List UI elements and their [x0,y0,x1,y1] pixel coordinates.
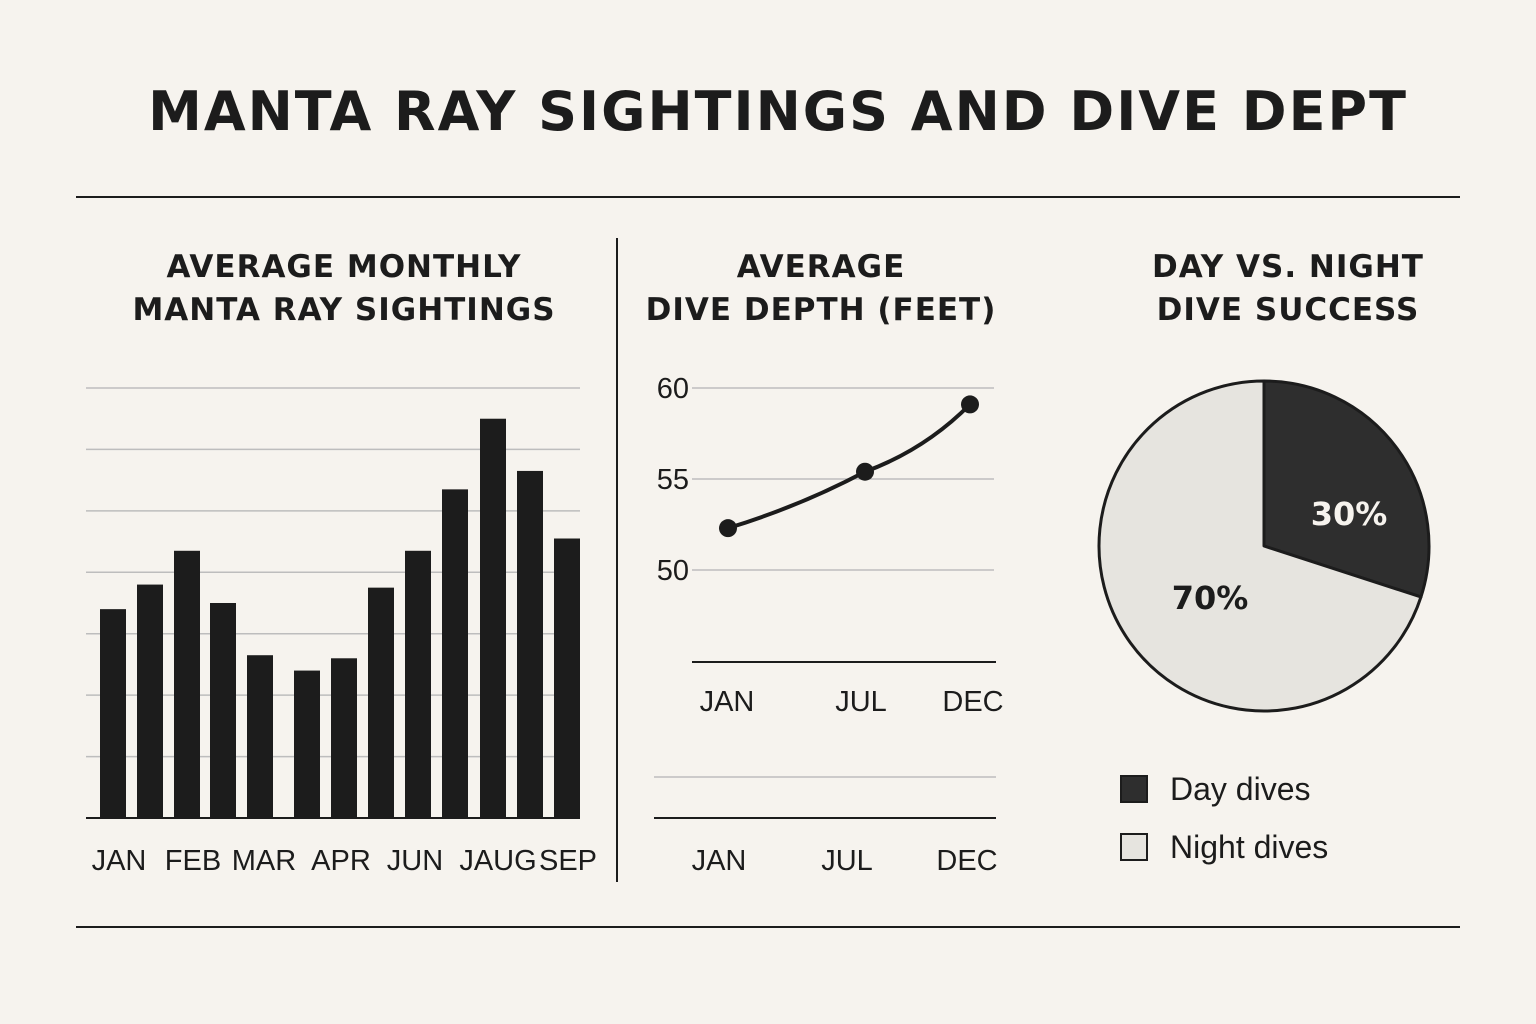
legend-label-day: Day dives [1170,770,1311,807]
bar-tick-label: JUN [387,845,443,877]
bar-chart-title-line-1: AVERAGE MONTHLY [166,249,522,285]
bar-6 [331,658,357,818]
line-y-tick-label: 60 [657,373,689,405]
main-title: MANTA RAY SIGHTINGS AND DIVE DEPT [148,80,1408,143]
depth-point-1 [856,462,874,481]
bar-10 [480,418,506,818]
bar-4 [247,655,273,818]
pie-legend: Day dives Night dives [1120,760,1328,876]
secondary-x-tick-label: JUL [821,845,873,877]
line-y-tick-label: 55 [657,464,689,496]
legend-item-day: Day dives [1120,760,1328,818]
bar-1 [137,584,163,818]
line-x-tick-label: JAN [700,686,755,718]
pie-slice-day-dives [1262,379,1431,599]
bar-chart-title: AVERAGE MONTHLY MANTA RAY SIGHTINGS [104,246,584,332]
bar-tick-label: APR [311,845,371,877]
bar-7 [368,587,394,818]
pie-chart-title: DAY VS. NIGHT DIVE SUCCESS [1138,246,1438,332]
bar-chart: JAN FEB MAR APR JUN JAUG SEP [86,387,597,877]
bar-12 [554,538,580,818]
line-chart-title-line-1: AVERAGE [736,249,906,285]
bottom-divider [76,926,1460,928]
line-y-tick-label: 50 [657,555,689,587]
pie-label-day-dives: 30% [1311,495,1388,533]
line-chart: 50 55 60 JAN JUL DEC JAN JUL DEC [654,373,1004,877]
bar-tick-label: JAN [92,845,147,877]
depth-series-line [726,402,972,531]
bar-9 [442,489,468,818]
legend-label-night: Night dives [1170,828,1329,865]
line-x-tick-label: DEC [942,686,1003,718]
pie-label-night-dives: 70% [1172,579,1249,617]
secondary-x-tick-label: DEC [936,845,997,877]
bar-2 [174,550,200,818]
bar-3 [210,603,236,818]
bar-5 [294,670,320,818]
panel-divider [616,238,618,882]
line-chart-title: AVERAGE DIVE DEPTH (FEET) [614,246,1028,332]
legend-swatch-night [1120,833,1148,861]
pie-chart-title-line-2: DIVE SUCCESS [1156,292,1420,328]
bar-chart-title-line-2: MANTA RAY SIGHTINGS [132,292,556,328]
bar-11 [517,470,543,818]
top-divider [76,196,1460,198]
line-x-tick-label: JUL [835,686,887,718]
bar-0 [100,609,126,818]
line-chart-title-line-2: DIVE DEPTH (FEET) [645,292,997,328]
bar-tick-label: SEP [539,845,597,877]
depth-point-0 [719,519,737,538]
legend-swatch-day [1120,775,1148,803]
legend-item-night: Night dives [1120,818,1328,876]
bar-tick-label: MAR [232,845,296,877]
depth-point-2 [961,395,979,414]
pie-slice-night-dives [1097,379,1423,713]
secondary-x-tick-label: JAN [692,845,747,877]
bar-tick-label: JAUG [459,845,536,877]
bar-8 [405,550,431,818]
pie-chart-title-line-1: DAY VS. NIGHT [1152,249,1424,285]
bar-tick-label: FEB [165,845,221,877]
pie-chart: 30% 70% [1097,379,1431,713]
